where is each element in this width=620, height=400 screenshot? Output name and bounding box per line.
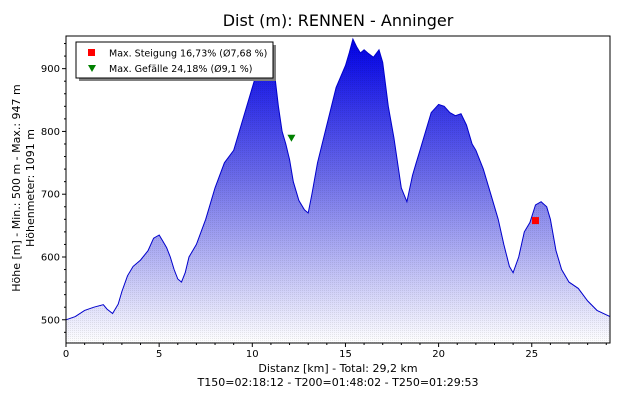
y-axis-title: Höhe [m] - Min.: 500 m - Max.: 947 m bbox=[10, 84, 23, 292]
legend-box bbox=[75, 41, 274, 79]
x-tick-label: 0 bbox=[63, 349, 69, 360]
legend-entry-steigung: Max. Steigung 16,73% (Ø7,68 %) bbox=[109, 49, 267, 60]
plot-frame bbox=[65, 35, 611, 344]
x-tick-label: 25 bbox=[525, 349, 538, 360]
legend: Max. Steigung 16,73% (Ø7,68 %) Max. Gefä… bbox=[75, 41, 276, 81]
plot-area bbox=[65, 37, 611, 343]
x-axis-subtitle: T150=02:18:12 - T200=01:48:02 - T250=01:… bbox=[197, 376, 479, 389]
legend-entry-gefaelle: Max. Gefälle 24,18% (Ø9,1 %) bbox=[109, 64, 252, 75]
y-tick-label: 900 bbox=[41, 64, 60, 75]
y-tick-label: 600 bbox=[41, 252, 60, 263]
legend-square-marker bbox=[88, 49, 95, 56]
x-tick-label: 10 bbox=[246, 349, 259, 360]
chart-title: Dist (m): RENNEN - Anninger bbox=[223, 11, 454, 30]
x-tick-label: 5 bbox=[156, 349, 162, 360]
y-tick-label: 800 bbox=[41, 127, 60, 138]
y-axis-subtitle: Höhenmeter: 1091 m bbox=[24, 129, 37, 247]
elevation-line bbox=[65, 37, 611, 321]
y-tick-label: 700 bbox=[41, 190, 60, 201]
x-tick-label: 20 bbox=[432, 349, 445, 360]
elevation-area-texture bbox=[66, 39, 610, 343]
markers bbox=[287, 134, 539, 225]
y-tick-label: 500 bbox=[41, 315, 60, 326]
x-tick-label: 15 bbox=[339, 349, 352, 360]
max-steigung-marker bbox=[531, 217, 539, 225]
legend-triangle-marker bbox=[88, 65, 96, 72]
x-axis: 0 5 10 15 20 25 bbox=[63, 343, 607, 360]
max-gefaelle-marker bbox=[287, 134, 296, 142]
y-axis: 500 600 700 800 900 bbox=[41, 43, 66, 333]
x-axis-title: Distanz [km] - Total: 29,2 km bbox=[258, 362, 417, 375]
